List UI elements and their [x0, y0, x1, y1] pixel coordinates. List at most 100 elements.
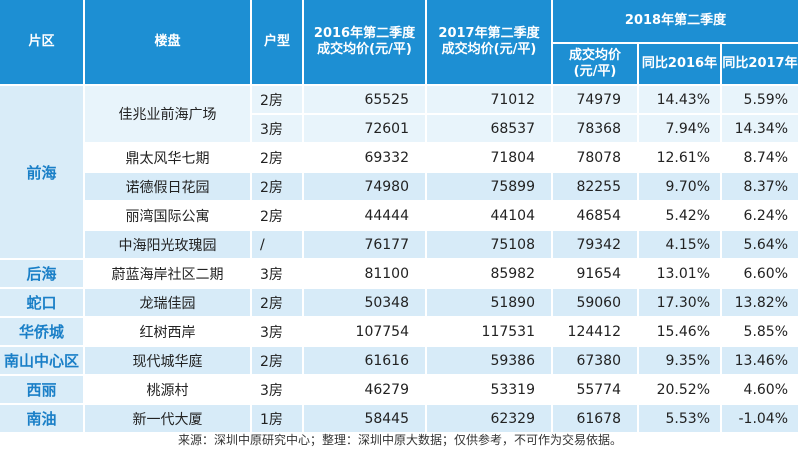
price-2017-cell: 75108: [427, 231, 553, 260]
unit-type-cell: 2房: [252, 347, 304, 376]
yoy-2017-cell: 13.82%: [722, 289, 800, 318]
price-2017-cell: 85982: [427, 260, 553, 289]
unit-type-cell: 1房: [252, 405, 304, 434]
district-cell: 西丽: [0, 376, 85, 405]
price-2018-cell: 46854: [553, 202, 639, 231]
price-2018-cell: 79342: [553, 231, 639, 260]
yoy-2017-cell: 14.34%: [722, 115, 800, 144]
price-2018-cell: 67380: [553, 347, 639, 376]
header-district: 片区: [0, 0, 85, 86]
project-cell: 佳兆业前海广场: [85, 86, 252, 144]
price-2017-cell: 68537: [427, 115, 553, 144]
yoy-2017-cell: 5.64%: [722, 231, 800, 260]
price-2018-cell: 74979: [553, 86, 639, 115]
price-2017-cell: 53319: [427, 376, 553, 405]
price-2016-cell: 65525: [304, 86, 427, 115]
unit-type-cell: 3房: [252, 376, 304, 405]
yoy-2016-cell: 20.52%: [639, 376, 722, 405]
project-cell: 中海阳光玫瑰园: [85, 231, 252, 260]
project-cell: 新一代大厦: [85, 405, 252, 434]
price-2017-cell: 62329: [427, 405, 553, 434]
table-row: 南山中心区 现代城华庭 2房 61616 59386 67380 9.35% 1…: [0, 347, 800, 376]
project-cell: 丽湾国际公寓: [85, 202, 252, 231]
price-2018-cell: 78368: [553, 115, 639, 144]
unit-type-cell: 3房: [252, 115, 304, 144]
price-2018-cell: 78078: [553, 144, 639, 173]
unit-type-cell: 2房: [252, 86, 304, 115]
price-2016-cell: 76177: [304, 231, 427, 260]
header-2016-price: 2016年第二季度 成交均价(元/平): [304, 0, 427, 86]
yoy-2017-cell: -1.04%: [722, 405, 800, 434]
district-cell: 南油: [0, 405, 85, 434]
price-2016-cell: 46279: [304, 376, 427, 405]
yoy-2016-cell: 13.01%: [639, 260, 722, 289]
table-row: 鼎太风华七期 2房 69332 71804 78078 12.61% 8.74%: [0, 144, 800, 173]
price-2016-cell: 44444: [304, 202, 427, 231]
yoy-2016-cell: 17.30%: [639, 289, 722, 318]
district-cell: 后海: [0, 260, 85, 289]
table-row: 蛇口 龙瑞佳园 2房 50348 51890 59060 17.30% 13.8…: [0, 289, 800, 318]
price-2017-cell: 51890: [427, 289, 553, 318]
table-row: 前海 佳兆业前海广场 2房 65525 71012 74979 14.43% 5…: [0, 86, 800, 260]
unit-type-cell: 2房: [252, 289, 304, 318]
unit-type-cell: 3房: [252, 318, 304, 347]
project-cell: 蔚蓝海岸社区二期: [85, 260, 252, 289]
yoy-2017-cell: 13.46%: [722, 347, 800, 376]
header-yoy-2016: 同比2016年: [639, 44, 722, 86]
header-2017-price: 2017年第二季度 成交均价(元/平): [427, 0, 553, 86]
price-table: 片区 楼盘 户型 2016年第二季度 成交均价(元/平) 2017年第二季度 成…: [0, 0, 800, 434]
price-2016-cell: 58445: [304, 405, 427, 434]
yoy-2016-cell: 5.53%: [639, 405, 722, 434]
price-2018-cell: 61678: [553, 405, 639, 434]
table-row: 诺德假日花园 2房 74980 75899 82255 9.70% 8.37%: [0, 173, 800, 202]
price-2017-cell: 71804: [427, 144, 553, 173]
yoy-2016-cell: 9.35%: [639, 347, 722, 376]
district-cell: 蛇口: [0, 289, 85, 318]
yoy-2016-cell: 9.70%: [639, 173, 722, 202]
yoy-2017-cell: 8.37%: [722, 173, 800, 202]
unit-type-cell: /: [252, 231, 304, 260]
district-cell: 前海: [0, 86, 85, 260]
price-2016-cell: 107754: [304, 318, 427, 347]
table-row: 中海阳光玫瑰园 / 76177 75108 79342 4.15% 5.64%: [0, 231, 800, 260]
header-project: 楼盘: [85, 0, 252, 86]
yoy-2017-cell: 5.85%: [722, 318, 800, 347]
price-2017-cell: 75899: [427, 173, 553, 202]
yoy-2017-cell: 4.60%: [722, 376, 800, 405]
price-2016-cell: 72601: [304, 115, 427, 144]
yoy-2017-cell: 6.60%: [722, 260, 800, 289]
header-yoy-2017: 同比2017年: [722, 44, 800, 86]
yoy-2017-cell: 8.74%: [722, 144, 800, 173]
project-cell: 现代城华庭: [85, 347, 252, 376]
table-row: 后海 蔚蓝海岸社区二期 3房 81100 85982 91654 13.01% …: [0, 260, 800, 289]
district-cell: 南山中心区: [0, 347, 85, 376]
table-row: 丽湾国际公寓 2房 44444 44104 46854 5.42% 6.24%: [0, 202, 800, 231]
price-2018-cell: 124412: [553, 318, 639, 347]
yoy-2016-cell: 14.43%: [639, 86, 722, 115]
price-2016-cell: 50348: [304, 289, 427, 318]
project-cell: 鼎太风华七期: [85, 144, 252, 173]
header-unit-type: 户型: [252, 0, 304, 86]
district-cell: 华侨城: [0, 318, 85, 347]
table-row: 3房 72601 68537 78368 7.94% 14.34%: [0, 115, 800, 144]
price-2018-cell: 82255: [553, 173, 639, 202]
unit-type-cell: 2房: [252, 173, 304, 202]
yoy-2016-cell: 15.46%: [639, 318, 722, 347]
project-cell: 龙瑞佳园: [85, 289, 252, 318]
yoy-2017-cell: 6.24%: [722, 202, 800, 231]
price-2018-cell: 91654: [553, 260, 639, 289]
price-2018-cell: 59060: [553, 289, 639, 318]
price-2017-cell: 59386: [427, 347, 553, 376]
project-cell: 桃源村: [85, 376, 252, 405]
yoy-2016-cell: 7.94%: [639, 115, 722, 144]
table-row: 华侨城 红树西岸 3房 107754 117531 124412 15.46% …: [0, 318, 800, 347]
price-2017-cell: 71012: [427, 86, 553, 115]
yoy-2017-cell: 5.59%: [722, 86, 800, 115]
table-row: 南油 新一代大厦 1房 58445 62329 61678 5.53% -1.0…: [0, 405, 800, 434]
project-cell: 红树西岸: [85, 318, 252, 347]
yoy-2016-cell: 12.61%: [639, 144, 722, 173]
price-2017-cell: 44104: [427, 202, 553, 231]
price-2016-cell: 74980: [304, 173, 427, 202]
yoy-2016-cell: 5.42%: [639, 202, 722, 231]
unit-type-cell: 2房: [252, 144, 304, 173]
